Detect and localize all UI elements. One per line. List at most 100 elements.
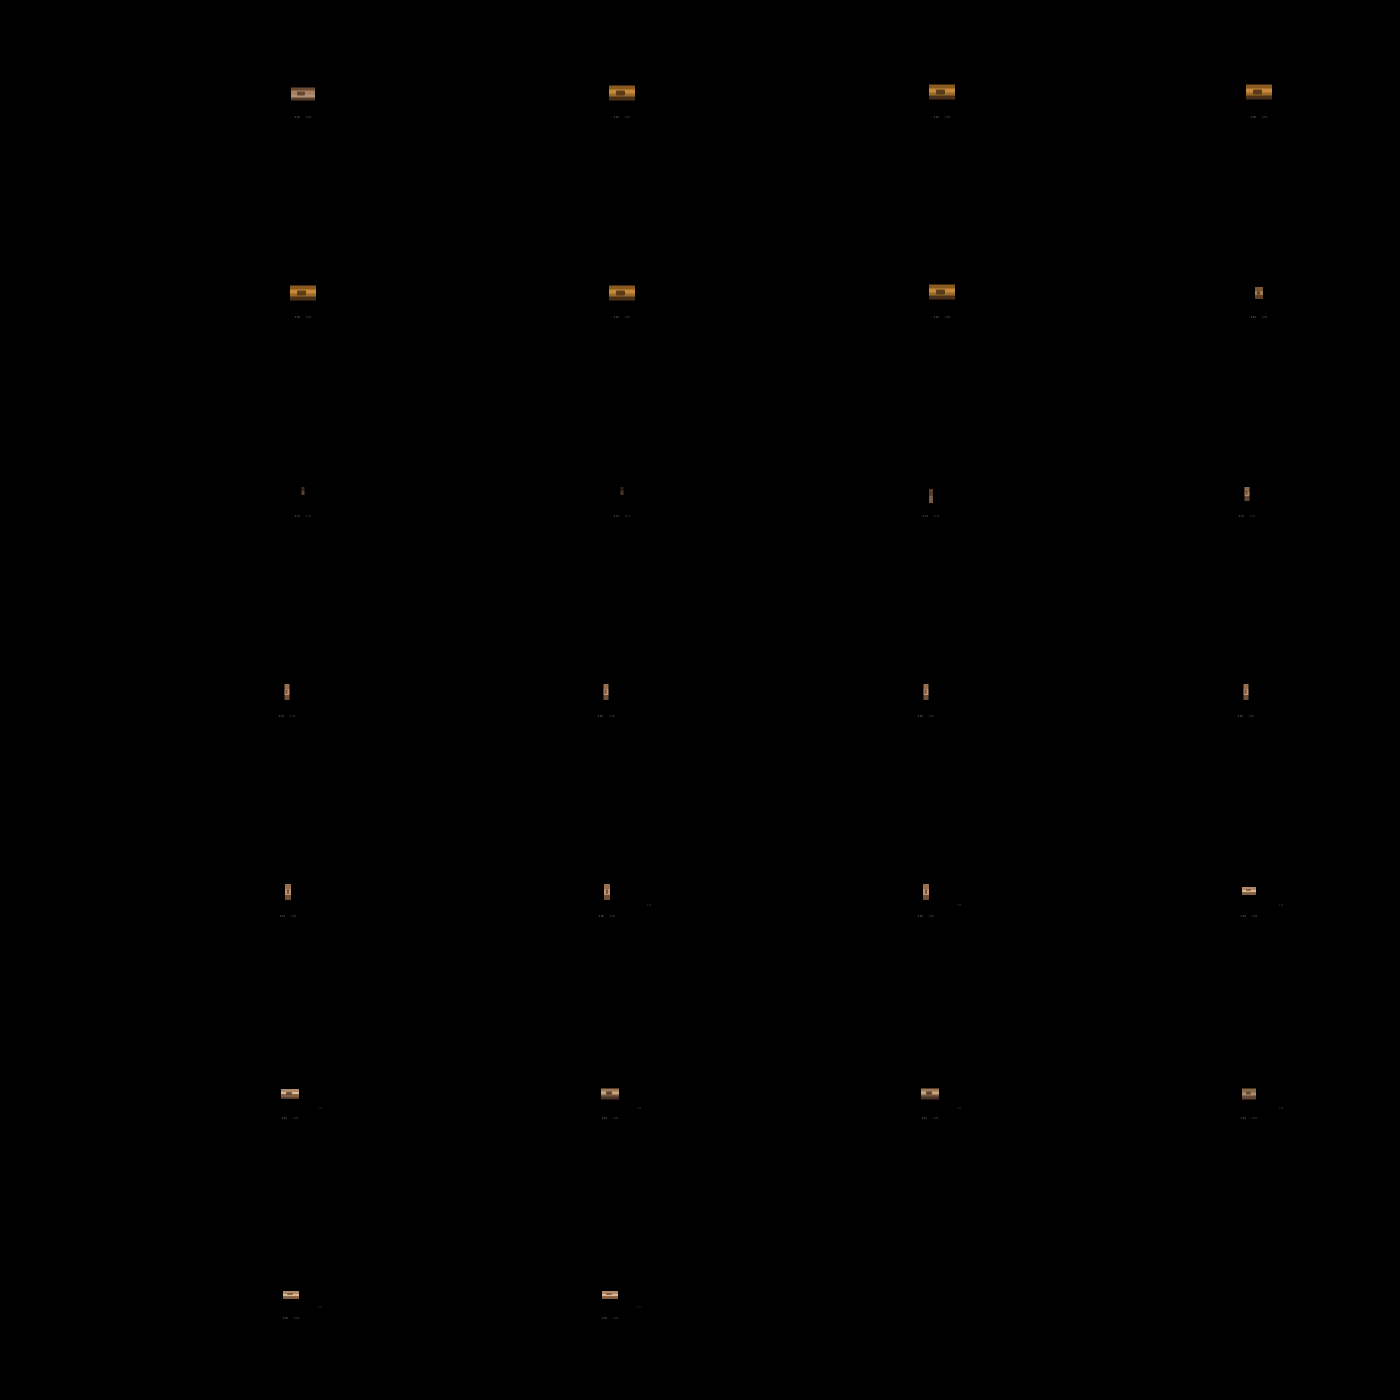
thumbnail-image[interactable] bbox=[283, 1291, 299, 1299]
thumbnail-caption: 0.96 0.94 bbox=[602, 1317, 619, 1320]
thumbnail-highlight bbox=[1257, 291, 1260, 295]
caption-secondary-value: 0.88 bbox=[306, 116, 312, 119]
thumbnail-band bbox=[285, 884, 291, 890]
caption-tick-marks: . . bbox=[282, 911, 294, 913]
caption-secondary-value: 0.89 bbox=[293, 1117, 299, 1120]
caption-primary-value: 0.85 bbox=[917, 715, 923, 718]
thumbnail-highlight bbox=[925, 889, 927, 894]
caption-tick-marks: . . bbox=[616, 312, 628, 314]
thumbnail-image[interactable] bbox=[929, 284, 955, 300]
thumbnail-band bbox=[1246, 92, 1272, 97]
thumbnail-image[interactable] bbox=[1244, 487, 1250, 501]
caption-secondary-value: 0.93 bbox=[294, 1317, 300, 1320]
thumbnail-band bbox=[291, 97, 315, 101]
thumbnail-image[interactable] bbox=[604, 884, 610, 900]
thumbnail-band bbox=[609, 96, 635, 101]
thumbnail-caption: 0.94 0.91 bbox=[1241, 1117, 1258, 1120]
thumbnail-caption: 0.86 0.82 bbox=[1238, 715, 1255, 718]
thumbnail-caption: 0.79 0.75 bbox=[923, 515, 940, 518]
thumbnail-image[interactable] bbox=[929, 84, 955, 100]
thumbnail-band bbox=[1243, 695, 1249, 700]
caption-tick-marks: . . bbox=[1243, 1113, 1255, 1115]
thumbnail-image[interactable] bbox=[1242, 1088, 1256, 1100]
thumbnail-band bbox=[609, 296, 635, 301]
thumbnail-band bbox=[601, 1096, 619, 1100]
caption-tick-marks: . . bbox=[1243, 911, 1255, 913]
caption-secondary-value: 0.91 bbox=[625, 116, 631, 119]
thumbnail-highlight bbox=[287, 889, 289, 894]
thumbnail-image[interactable] bbox=[291, 87, 315, 101]
thumbnail-band bbox=[284, 684, 290, 690]
caption-tick-marks: . . bbox=[281, 711, 293, 713]
caption-tick-marks: . . bbox=[600, 711, 612, 713]
thumbnail-image[interactable] bbox=[284, 684, 290, 700]
caption-primary-value: 0.93 bbox=[601, 1117, 607, 1120]
thumbnail-caption: 0.91 0.86 bbox=[934, 316, 951, 319]
thumbnail-image[interactable] bbox=[603, 684, 609, 700]
thumbnail-image[interactable] bbox=[609, 85, 635, 101]
thumbnail-highlight bbox=[604, 689, 607, 694]
thumbnail-highlight bbox=[297, 290, 306, 296]
thumbnail-image[interactable] bbox=[1242, 887, 1256, 895]
thumbnail-highlight bbox=[1253, 89, 1262, 95]
thumbnail-band bbox=[929, 84, 955, 89]
thumbnail-band bbox=[921, 1094, 939, 1098]
thumbnail-band bbox=[1243, 684, 1249, 690]
thumbnail-band bbox=[929, 95, 955, 100]
thumbnail-band bbox=[609, 85, 635, 90]
thumbnail-band bbox=[604, 895, 610, 900]
thumbnail-image[interactable] bbox=[601, 1088, 619, 1100]
thumbnail-band bbox=[601, 1088, 619, 1092]
caption-tick-marks: . . bbox=[285, 1313, 297, 1315]
caption-tick-marks: . . bbox=[920, 911, 932, 913]
thumbnail-image[interactable] bbox=[602, 1291, 618, 1299]
thumbnail-image[interactable] bbox=[1255, 287, 1263, 299]
thumbnail-caption: 0.92 0.89 bbox=[282, 1117, 299, 1120]
caption-primary-value: 0.95 bbox=[282, 1317, 288, 1320]
caption-secondary-value: 0.88 bbox=[933, 1117, 939, 1120]
caption-tick-marks: . . bbox=[936, 312, 948, 314]
thumbnail-image[interactable] bbox=[929, 489, 933, 503]
caption-secondary-value: 0.91 bbox=[1252, 1117, 1258, 1120]
thumbnail-image[interactable] bbox=[1246, 84, 1272, 100]
thumbnail-band bbox=[923, 895, 929, 900]
thumbnail-band bbox=[1244, 496, 1250, 501]
thumbnail-band bbox=[929, 496, 933, 503]
thumbnail-image[interactable] bbox=[290, 285, 316, 301]
thumbnail-highlight bbox=[606, 1091, 612, 1095]
thumbnail-image[interactable] bbox=[1243, 684, 1249, 700]
thumbnail-image[interactable] bbox=[923, 684, 929, 700]
thumbnail-band bbox=[1242, 1092, 1256, 1097]
caption-tick-marks: . . bbox=[924, 1113, 936, 1115]
caption-secondary-value: 0.92 bbox=[1262, 116, 1268, 119]
caption-secondary-value: 0.81 bbox=[929, 715, 935, 718]
thumbnail-caption: 0.82 0.78 bbox=[598, 715, 615, 718]
thumbnail-caption: 0.90 0.87 bbox=[614, 316, 631, 319]
thumbnail-image[interactable] bbox=[609, 285, 635, 301]
caption-primary-value: 0.95 bbox=[1250, 116, 1256, 119]
thumbnail-image[interactable] bbox=[285, 884, 291, 900]
caption-secondary-value: 0.86 bbox=[1252, 915, 1258, 918]
caption-tick-marks: . . bbox=[284, 1113, 296, 1115]
thumbnail-band bbox=[290, 293, 316, 298]
thumbnail-highlight bbox=[297, 91, 305, 96]
thumbnail-caption: 0.87 0.83 bbox=[280, 915, 297, 918]
caption-primary-value: 0.92 bbox=[294, 116, 300, 119]
thumbnail-image[interactable] bbox=[620, 487, 624, 495]
thumbnail-band bbox=[291, 87, 315, 92]
thumbnail-band bbox=[281, 1094, 299, 1097]
caption-tick-marks: . . bbox=[297, 312, 309, 314]
thumbnail-image[interactable] bbox=[301, 487, 305, 495]
thumbnail-band bbox=[1246, 84, 1272, 89]
thumbnail-band bbox=[283, 1294, 299, 1297]
thumbnail-highlight bbox=[606, 1293, 612, 1295]
thumbnail-image[interactable] bbox=[921, 1088, 939, 1100]
thumbnail-highlight bbox=[924, 689, 927, 694]
thumbnail-band bbox=[609, 293, 635, 298]
thumbnail-caption: 0.93 0.90 bbox=[934, 116, 951, 119]
thumbnail-caption: 0.84 0.80 bbox=[1251, 316, 1268, 319]
caption-secondary-value: 0.82 bbox=[929, 915, 935, 918]
thumbnail-image[interactable] bbox=[923, 884, 929, 900]
thumbnail-image[interactable] bbox=[281, 1089, 299, 1099]
